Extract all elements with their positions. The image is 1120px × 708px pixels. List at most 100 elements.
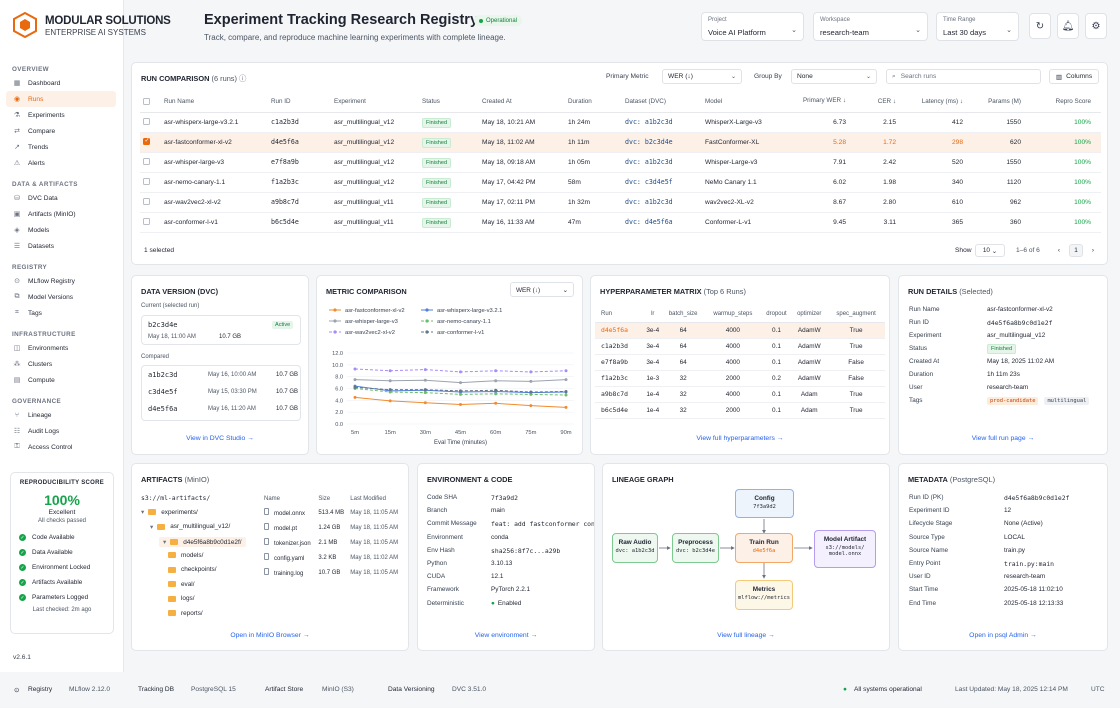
table-row[interactable]: c1a2b3d 3e-4 64 4000 0.1 AdamW True bbox=[595, 338, 885, 355]
tree-folder[interactable]: reports/ bbox=[168, 610, 203, 617]
check-circle-icon: ● bbox=[491, 599, 495, 607]
file-row[interactable]: training.log 10.7 GB May 18, 11:05 AM bbox=[262, 565, 404, 580]
workspace-select[interactable]: Workspace research-team ⌄ bbox=[813, 12, 928, 41]
sidebar-item-compute[interactable]: ▤ Compute bbox=[0, 372, 116, 388]
sidebar-item-compare[interactable]: ⇄ Compare bbox=[0, 123, 116, 139]
current-version-card[interactable]: b2c3d4e Active May 18, 11:00 AM 10.7 GB bbox=[141, 315, 301, 345]
view-run-page-link[interactable]: View full run page → bbox=[971, 435, 1035, 442]
lineage-node-config[interactable]: Config 7f3a9d2 bbox=[735, 489, 794, 518]
open-minio-link[interactable]: Open in MinIO Browser → bbox=[230, 632, 310, 639]
refresh-button[interactable]: ↻ bbox=[1029, 13, 1051, 39]
metric-select[interactable]: WER (↓) ⌄ bbox=[510, 282, 574, 297]
select-all-checkbox[interactable] bbox=[143, 97, 150, 105]
sidebar-item-alerts[interactable]: ⚠ Alerts bbox=[0, 155, 116, 171]
table-row[interactable]: asr-fastconformer-xl-v2d4e5f6aasr_multil… bbox=[140, 132, 1101, 153]
sidebar-item-tags[interactable]: ⌗ Tags bbox=[0, 305, 116, 321]
table-row[interactable]: asr-conformer-l-v1 b6c5d4e asr_multilingua… bbox=[140, 212, 1101, 233]
file-row[interactable]: tokenizer.json 2.1 MB May 18, 11:05 AM bbox=[262, 535, 404, 550]
table-row[interactable]: e7f8a9b 3e-4 64 4000 0.1 AdamW False bbox=[595, 354, 885, 371]
dvc-hash[interactable]: a1b2c3d bbox=[148, 371, 178, 379]
tree-folder[interactable]: ▾ asr_multilingual_v12/ bbox=[150, 523, 231, 531]
sidebar-item-trends[interactable]: ↗ Trends bbox=[0, 139, 116, 155]
sidebar-item-label: Access Control bbox=[28, 443, 73, 451]
tree-folder[interactable]: ▾ d4e5f6a8b9c0d1e2f/ bbox=[159, 537, 246, 547]
table-cell: May 18, 11:02 AM bbox=[479, 132, 565, 153]
file-icon bbox=[264, 553, 269, 560]
folder-icon bbox=[168, 566, 176, 573]
sidebar-item-model-versions[interactable]: ⧉ Model Versions bbox=[0, 289, 116, 305]
tag-badge[interactable]: multilingual bbox=[1044, 397, 1090, 405]
hyperparameter-table: Run lr batch_size warmup_steps dropout optimi… bbox=[595, 306, 885, 419]
sidebar-item-dashboard[interactable]: ▦ Dashboard bbox=[0, 75, 116, 91]
group-by-select[interactable]: None ⌄ bbox=[791, 69, 877, 84]
lineage-node-model-artifact[interactable]: Model Artifact s3://models/ model.onnx bbox=[814, 530, 876, 568]
row-checkbox[interactable] bbox=[143, 218, 150, 226]
tag-badge[interactable]: prod-candidate bbox=[987, 397, 1039, 405]
open-psql-link[interactable]: Open in psql Admin → bbox=[969, 632, 1037, 639]
x-tick-label: 5m bbox=[351, 430, 359, 436]
row-checkbox[interactable] bbox=[143, 198, 150, 206]
tree-folder[interactable]: ▾ experiments/ bbox=[141, 508, 198, 517]
search-runs-input[interactable]: ⌕ Search runs bbox=[886, 69, 1041, 84]
table-cell: b6c5d4e bbox=[268, 212, 331, 233]
sidebar-item-access-control[interactable]: ⚿ Access Control bbox=[0, 439, 116, 455]
sidebar-item-mlflow-registry[interactable]: ⊙ MLflow Registry bbox=[0, 273, 116, 289]
settings-button[interactable]: ⚙ bbox=[1085, 13, 1107, 39]
legend-entry: asr-whisperx-large-v3.2.1 bbox=[437, 308, 502, 314]
view-environment-link[interactable]: View environment → bbox=[474, 632, 538, 639]
notifications-button[interactable]: 🔔︎ bbox=[1057, 13, 1079, 39]
time-range-select[interactable]: Time Range Last 30 days ⌄ bbox=[936, 12, 1019, 41]
sidebar-item-label: Artifacts (MinIO) bbox=[28, 210, 76, 218]
table-row[interactable]: d4e5f6a 3e-4 64 4000 0.1 AdamW True bbox=[595, 322, 885, 339]
view-hyperparameters-link[interactable]: View full hyperparameters → bbox=[696, 435, 784, 442]
sidebar-item-runs[interactable]: ◉ Runs bbox=[6, 91, 116, 107]
table-row[interactable]: f1a2b3c 1e-3 32 2000 0.2 AdamW False bbox=[595, 370, 885, 387]
tree-folder[interactable]: logs/ bbox=[168, 595, 195, 602]
footer-dv-label: Data Versioning bbox=[388, 686, 435, 693]
table-row[interactable]: a9b8c7d 1e-4 32 4000 0.1 Adam True bbox=[595, 386, 885, 403]
sidebar-item-clusters[interactable]: ⁂ Clusters bbox=[0, 356, 116, 372]
file-row[interactable]: model.onnx 513.4 MB May 18, 11:05 AM bbox=[262, 505, 404, 520]
row-checkbox[interactable] bbox=[143, 137, 150, 146]
project-select[interactable]: Project Voice AI Platform ⌄ bbox=[701, 12, 804, 41]
file-icon bbox=[264, 523, 269, 530]
row-checkbox[interactable] bbox=[143, 178, 150, 186]
sidebar-item-environments[interactable]: ◫ Environments bbox=[0, 340, 116, 356]
lineage-node-metrics[interactable]: Metrics mlflow://metrics bbox=[735, 580, 793, 610]
sidebar-item-dvc-data[interactable]: ⛁ DVC Data bbox=[0, 190, 116, 206]
dvc-hash[interactable]: c3d4e5f bbox=[148, 388, 178, 396]
view-lineage-link[interactable]: View full lineage → bbox=[717, 632, 775, 639]
table-row[interactable]: b6c5d4e 1e-4 32 2000 0.1 Adam True bbox=[595, 402, 885, 419]
columns-button[interactable]: ▥ Columns bbox=[1049, 69, 1099, 84]
table-row[interactable]: asr-whisperx-large-v3.2.1 c1a2b3d asr_mult… bbox=[140, 112, 1101, 133]
table-row[interactable]: asr-nemo-canary-1.1 f1a2b3c asr_multilingu… bbox=[140, 172, 1101, 193]
sidebar-item-lineage[interactable]: ⑂ Lineage bbox=[0, 407, 116, 423]
table-row[interactable]: asr-whisper-large-v3 e7f8a9b asr_multiling… bbox=[140, 152, 1101, 173]
sidebar-item-audit-logs[interactable]: ☷ Audit Logs bbox=[0, 423, 116, 439]
brand[interactable]: MODULAR SOLUTIONS ENTERPRISE AI SYSTEMS bbox=[12, 12, 171, 42]
page-button[interactable]: 1 bbox=[1069, 244, 1083, 257]
sidebar-item-experiments[interactable]: ⚗ Experiments bbox=[0, 107, 116, 123]
lineage-node-train-run[interactable]: Train Run d4e5f6a bbox=[735, 533, 793, 563]
file-row[interactable]: model.pt 1.24 GB May 18, 11:05 AM bbox=[262, 520, 404, 535]
run-name: asr-conformer-l-v1 bbox=[161, 212, 268, 233]
next-page-button[interactable]: › bbox=[1087, 244, 1099, 257]
tree-folder[interactable]: checkpoints/ bbox=[168, 566, 217, 573]
lineage-node-raw-audio[interactable]: Raw Audio dvc: a1b2c3d bbox=[612, 533, 658, 563]
folder-icon bbox=[168, 552, 176, 558]
dvc-hash[interactable]: d4e5f6a bbox=[148, 405, 178, 413]
lineage-node-preprocess[interactable]: Preprocess dvc: b2c3d4e bbox=[672, 533, 719, 563]
sidebar-item-datasets[interactable]: ☰ Datasets bbox=[0, 238, 116, 254]
file-row[interactable]: config.yaml 3.2 KB May 18, 11:02 AM bbox=[262, 550, 404, 565]
table-row[interactable]: asr-wav2vec2-xl-v2 a9b8c7d asr_multilingua… bbox=[140, 192, 1101, 213]
prev-page-button[interactable]: ‹ bbox=[1053, 244, 1065, 257]
row-checkbox[interactable] bbox=[143, 158, 150, 166]
sidebar-item-models[interactable]: ◈ Models bbox=[0, 222, 116, 238]
tree-folder[interactable]: models/ bbox=[168, 552, 203, 559]
page-size-select[interactable]: 10 ⌄ bbox=[975, 244, 1005, 257]
row-checkbox[interactable] bbox=[143, 118, 150, 126]
primary-metric-select[interactable]: WER (↓) ⌄ bbox=[662, 69, 742, 84]
view-dvc-studio-link[interactable]: View in DVC Studio → bbox=[186, 435, 254, 442]
sidebar-item-artifacts-minio[interactable]: ▣ Artifacts (MinIO) bbox=[0, 206, 116, 222]
tree-folder[interactable]: eval/ bbox=[168, 581, 195, 588]
